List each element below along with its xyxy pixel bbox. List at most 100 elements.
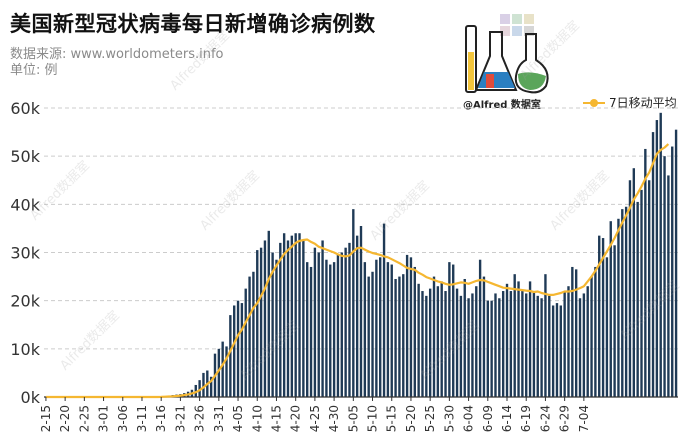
x-tick-label: 3-11 (135, 405, 149, 432)
bar (609, 221, 612, 397)
bar (336, 254, 340, 397)
logo-text: @Alfred 数据室 (463, 100, 541, 111)
bar (248, 276, 251, 397)
bar (390, 264, 393, 397)
bar (540, 298, 543, 397)
bar (578, 298, 582, 397)
bar (671, 146, 674, 397)
bar (621, 209, 624, 397)
bar (267, 230, 270, 397)
bar (325, 259, 328, 397)
bar (490, 300, 493, 397)
bar (317, 252, 320, 397)
bar (409, 257, 413, 397)
bar (532, 291, 536, 397)
x-tick-label: 6-29 (558, 405, 572, 432)
x-tick-label: 6-14 (500, 405, 514, 432)
x-tick-label: 6-04 (462, 405, 476, 432)
bar (194, 384, 197, 397)
bar (202, 372, 205, 397)
bar (651, 132, 655, 398)
bar (313, 247, 317, 397)
unit-label: 单位: 例 (10, 63, 58, 78)
bar (405, 254, 409, 397)
bar (225, 346, 228, 397)
bar (394, 278, 397, 397)
bar (647, 180, 651, 397)
bar (525, 293, 528, 397)
bar (379, 257, 382, 397)
bar (482, 276, 486, 397)
bar (590, 276, 593, 397)
y-tick-label: 50k (10, 147, 40, 166)
bar (632, 168, 636, 397)
x-tick-label: 5-20 (404, 405, 418, 432)
legend-label: 7日移动平均 (609, 96, 677, 110)
bar (279, 242, 282, 397)
bar (605, 257, 609, 397)
bar (655, 120, 659, 398)
bar (459, 295, 463, 397)
bar (463, 278, 466, 397)
bar (229, 315, 232, 397)
bar (444, 291, 447, 397)
bar (636, 201, 639, 397)
y-tick-label: 30k (10, 244, 40, 263)
bar (667, 175, 670, 397)
x-tick-label: 2-15 (39, 405, 53, 432)
bar (509, 291, 513, 397)
bar (586, 286, 589, 397)
x-tick-label: 5-25 (423, 405, 437, 432)
x-tick-label: 7-04 (577, 405, 591, 432)
bar (340, 252, 343, 397)
bar (467, 298, 470, 397)
bar (233, 305, 236, 397)
bar (505, 283, 509, 397)
x-tick-label: 3-21 (173, 405, 187, 432)
x-tick-label: 6-09 (481, 405, 495, 432)
bar (298, 233, 301, 397)
bar (528, 281, 532, 397)
legend-line-icon (583, 98, 605, 108)
x-tick-label: 3-01 (97, 405, 111, 432)
moving-average-line (45, 143, 670, 399)
bar (290, 235, 294, 397)
bar (240, 303, 244, 397)
bar (440, 281, 443, 397)
bar (209, 376, 213, 397)
bar (663, 156, 666, 397)
bar (263, 240, 267, 397)
bar (448, 262, 451, 397)
bar (359, 226, 363, 397)
y-tick-label: 10k (10, 340, 40, 359)
bar (252, 271, 255, 397)
bar (521, 291, 524, 397)
bar (221, 341, 224, 397)
bar (332, 262, 336, 397)
x-tick-label: 5-15 (385, 405, 399, 432)
bar (198, 380, 201, 397)
bar (486, 300, 489, 397)
bar (548, 295, 551, 397)
bar (386, 262, 390, 397)
x-tick-label: 4-30 (327, 405, 341, 432)
bar (594, 266, 597, 397)
bar (432, 276, 436, 397)
bar (428, 288, 432, 397)
bar (321, 240, 324, 397)
x-tick-label: 4-10 (250, 405, 264, 432)
bar (628, 180, 632, 397)
bar (282, 233, 286, 397)
bar (452, 264, 455, 397)
bar (413, 266, 416, 397)
bar (617, 218, 620, 397)
bar (309, 266, 313, 397)
bar (355, 235, 359, 397)
bar (598, 235, 601, 397)
x-tick-label: 5-30 (442, 405, 456, 432)
legend: 7日移动平均 (583, 94, 677, 111)
bar (536, 295, 539, 397)
bar (271, 252, 274, 397)
bar (363, 262, 367, 397)
